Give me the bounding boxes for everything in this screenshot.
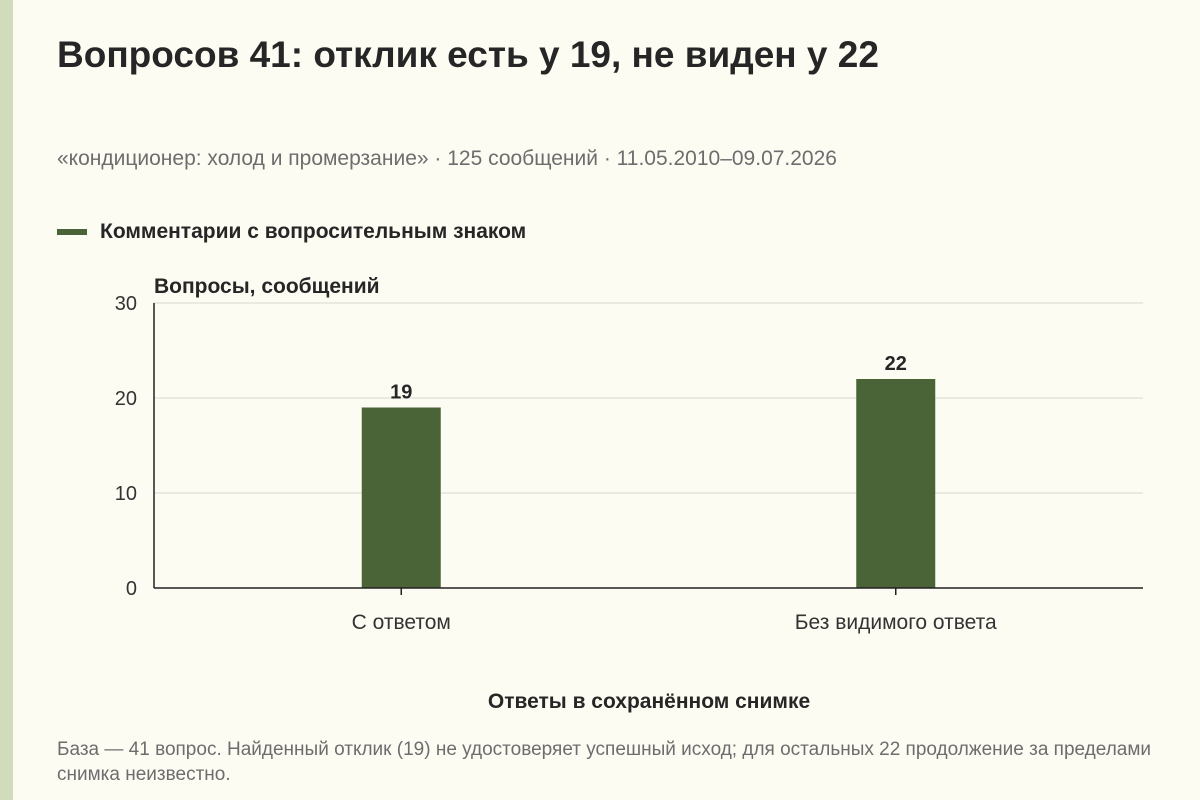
bar <box>856 379 936 588</box>
data-label: 19 <box>390 382 412 404</box>
accent-side-bar <box>0 0 13 800</box>
axes: 0 10 20 30 С ответом Без видимого ответа <box>115 293 1143 634</box>
data-label: 22 <box>885 353 907 375</box>
y-tick-label: 0 <box>126 578 137 600</box>
legend-label: Комментарии с вопросительным знаком <box>100 220 527 243</box>
y-tick-label: 10 <box>115 483 137 505</box>
x-tick-label: С ответом <box>352 611 451 634</box>
page-title: Вопросов 41: отклик есть у 19, не виден … <box>57 34 879 75</box>
gridlines <box>154 302 1143 494</box>
x-axis-title: Ответы в сохранённом снимке <box>488 690 810 713</box>
y-axis-title: Вопросы, сообщений <box>154 275 380 298</box>
footnote: База — 41 вопрос. Найденный отклик (19) … <box>57 739 1152 785</box>
bar <box>361 407 441 588</box>
y-tick-label: 20 <box>115 388 137 410</box>
x-tick-label: Без видимого ответа <box>795 611 997 634</box>
legend-swatch <box>57 229 87 235</box>
y-tick-label: 30 <box>115 293 137 315</box>
chart-legend: Комментарии с вопросительным знаком <box>57 220 526 244</box>
page-subtitle: «кондиционер: холод и промерзание» · 125… <box>57 147 837 170</box>
